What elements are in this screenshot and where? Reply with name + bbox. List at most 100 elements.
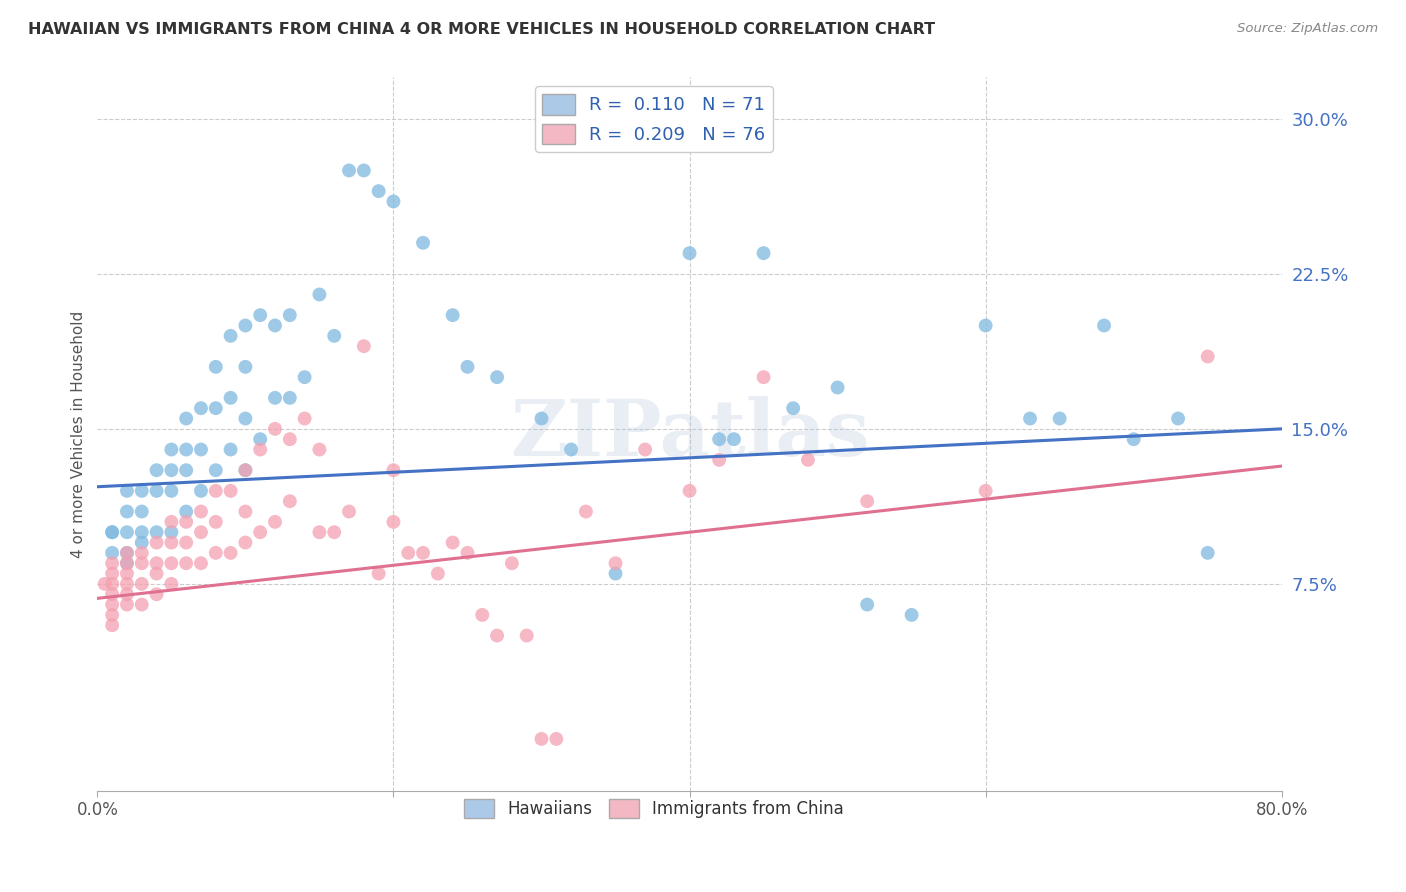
Point bbox=[856, 598, 879, 612]
Point bbox=[145, 535, 167, 549]
Point bbox=[235, 463, 257, 477]
Point bbox=[1197, 350, 1219, 364]
Text: ZIPatlas: ZIPatlas bbox=[510, 396, 869, 472]
Point bbox=[115, 483, 138, 498]
Point bbox=[856, 494, 879, 508]
Point bbox=[249, 432, 271, 446]
Point bbox=[101, 577, 124, 591]
Point bbox=[501, 556, 523, 570]
Point bbox=[145, 525, 167, 540]
Point bbox=[115, 577, 138, 591]
Point bbox=[1122, 432, 1144, 446]
Point bbox=[323, 328, 346, 343]
Point bbox=[204, 546, 226, 560]
Point bbox=[308, 287, 330, 301]
Point bbox=[678, 483, 700, 498]
Point bbox=[441, 308, 464, 322]
Point bbox=[264, 318, 287, 333]
Point bbox=[115, 598, 138, 612]
Point bbox=[605, 566, 627, 581]
Point bbox=[115, 504, 138, 518]
Point bbox=[560, 442, 582, 457]
Point bbox=[1092, 318, 1115, 333]
Point bbox=[1019, 411, 1042, 425]
Point bbox=[160, 525, 183, 540]
Point bbox=[145, 556, 167, 570]
Point bbox=[190, 525, 212, 540]
Point bbox=[219, 391, 242, 405]
Point bbox=[204, 401, 226, 416]
Point bbox=[101, 525, 124, 540]
Point bbox=[174, 504, 197, 518]
Point bbox=[278, 308, 301, 322]
Point bbox=[115, 546, 138, 560]
Point bbox=[278, 432, 301, 446]
Point bbox=[530, 731, 553, 746]
Point bbox=[131, 504, 153, 518]
Point bbox=[190, 556, 212, 570]
Point bbox=[204, 515, 226, 529]
Y-axis label: 4 or more Vehicles in Household: 4 or more Vehicles in Household bbox=[72, 310, 86, 558]
Point bbox=[412, 546, 434, 560]
Point bbox=[101, 587, 124, 601]
Point bbox=[101, 618, 124, 632]
Point bbox=[174, 463, 197, 477]
Point bbox=[160, 535, 183, 549]
Point bbox=[426, 566, 449, 581]
Legend: Hawaiians, Immigrants from China: Hawaiians, Immigrants from China bbox=[457, 792, 851, 825]
Point bbox=[101, 607, 124, 622]
Point bbox=[235, 318, 257, 333]
Point bbox=[94, 577, 117, 591]
Point bbox=[530, 411, 553, 425]
Point bbox=[294, 411, 316, 425]
Point bbox=[353, 163, 375, 178]
Point bbox=[190, 504, 212, 518]
Point bbox=[353, 339, 375, 353]
Text: Source: ZipAtlas.com: Source: ZipAtlas.com bbox=[1237, 22, 1378, 36]
Point bbox=[115, 566, 138, 581]
Point bbox=[131, 577, 153, 591]
Point bbox=[174, 442, 197, 457]
Point bbox=[249, 442, 271, 457]
Point bbox=[278, 494, 301, 508]
Point bbox=[160, 515, 183, 529]
Point bbox=[323, 525, 346, 540]
Point bbox=[264, 422, 287, 436]
Point bbox=[160, 442, 183, 457]
Point bbox=[546, 731, 568, 746]
Point bbox=[294, 370, 316, 384]
Point bbox=[219, 442, 242, 457]
Point bbox=[131, 546, 153, 560]
Point bbox=[115, 556, 138, 570]
Point bbox=[707, 453, 730, 467]
Point bbox=[204, 359, 226, 374]
Point bbox=[160, 463, 183, 477]
Point bbox=[308, 525, 330, 540]
Point bbox=[1167, 411, 1189, 425]
Point bbox=[486, 370, 509, 384]
Point bbox=[101, 598, 124, 612]
Point bbox=[752, 246, 775, 260]
Point bbox=[441, 535, 464, 549]
Point bbox=[782, 401, 804, 416]
Point bbox=[456, 359, 478, 374]
Point bbox=[278, 391, 301, 405]
Point bbox=[235, 359, 257, 374]
Point bbox=[145, 566, 167, 581]
Point bbox=[160, 577, 183, 591]
Point bbox=[486, 629, 509, 643]
Point bbox=[174, 535, 197, 549]
Point bbox=[174, 411, 197, 425]
Point bbox=[456, 546, 478, 560]
Point bbox=[707, 432, 730, 446]
Point bbox=[131, 556, 153, 570]
Point bbox=[412, 235, 434, 250]
Point bbox=[145, 483, 167, 498]
Point bbox=[575, 504, 598, 518]
Point bbox=[101, 525, 124, 540]
Point bbox=[337, 163, 360, 178]
Point bbox=[797, 453, 820, 467]
Point bbox=[516, 629, 538, 643]
Point bbox=[174, 556, 197, 570]
Point bbox=[131, 535, 153, 549]
